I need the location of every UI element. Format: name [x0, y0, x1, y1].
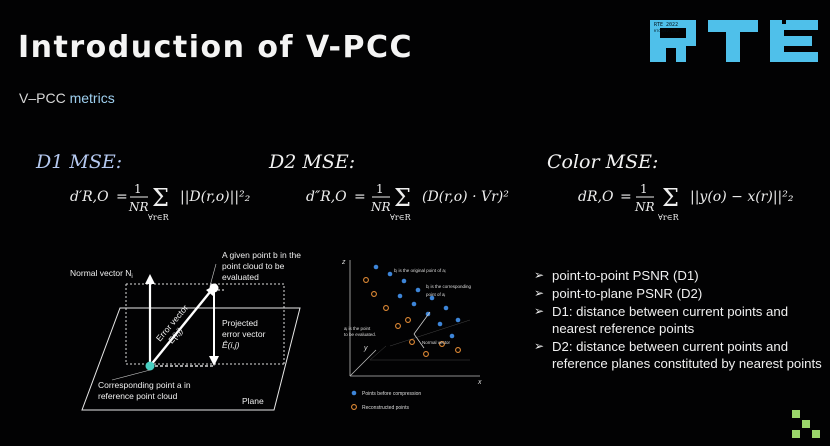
d1-formula: d′R,O = 1 NR Σ ∀r∈R ||D(r,o)||²₂	[70, 182, 251, 222]
legend-before-label: Points before compression	[362, 391, 421, 397]
bullet-item: ➢ D2: distance between current points and…	[534, 339, 822, 371]
d1-lhs: d′R,O	[70, 189, 109, 205]
d2-expr: (D(r,o) · Vr)²	[422, 189, 509, 205]
ann-point-1: aⱼ is the point	[344, 326, 371, 331]
plane-outline	[81, 307, 301, 411]
svg-text:=: =	[620, 189, 632, 205]
bullet-arrow-icon: ➢	[534, 268, 545, 282]
legend-recon-marker	[351, 404, 357, 410]
rte-logo-letters	[650, 20, 818, 62]
axis-x-label: x	[477, 379, 482, 386]
svg-text:=: =	[116, 189, 128, 205]
slide-title: Introduction of V-PCC	[18, 30, 414, 65]
legend-recon-label: Reconstructed points	[362, 405, 409, 411]
point-cloud-diagram: z y x	[341, 259, 482, 411]
evaluated-point-b	[209, 283, 219, 293]
logo-badge-sub: RTC.DEV.LIVE	[654, 29, 679, 33]
ann-normal: Normal vector	[422, 340, 451, 345]
y-axis	[349, 349, 377, 377]
color-frac-num: 1	[640, 182, 648, 196]
d1-expr: ||D(r,o)||²₂	[180, 189, 251, 205]
projected-label-3: Ê(i,j)	[222, 340, 240, 350]
point-to-plane-diagram: Normal vector Ni A given point b in the …	[70, 250, 301, 411]
normal-vector-label: Normal vector Ni	[70, 268, 133, 280]
bullet-arrow-icon: ➢	[534, 286, 545, 300]
color-sum-sub: ∀r∈R	[658, 213, 680, 222]
d2-frac-num: 1	[376, 182, 384, 196]
legend-before-marker	[351, 390, 357, 396]
d2-formula: d″R,O = 1 NR Σ ∀r∈R (D(r,o) · Vr)²	[306, 182, 509, 222]
d1-frac-num: 1	[134, 182, 142, 196]
ann-point-2: to be evaluated.	[344, 332, 376, 337]
projected-label-1: Projected	[222, 318, 258, 328]
d2-sum-sub: ∀r∈R	[390, 213, 412, 222]
d1-mse-label: D1 MSE:	[36, 151, 123, 173]
d2-lhs: d″R,O	[306, 189, 347, 205]
plane-label: Plane	[242, 396, 264, 406]
logo-letter-r	[650, 20, 696, 62]
metrics-bullet-list: ➢ point-to-point PSNR (D1) ➢ point-to-plan…	[532, 267, 822, 373]
d2-mse-label: D2 MSE:	[269, 151, 356, 173]
rte-logo: RTE 2022 RTC.DEV.LIVE	[650, 20, 818, 62]
color-formula: dR,O = 1 NR Σ ∀r∈R ||y(o) − x(r)||²₂	[578, 182, 794, 222]
corresponding-label-1: Corresponding point a in	[98, 380, 191, 390]
bullet-item: ➢ point-to-plane PSNR (D2)	[534, 286, 703, 301]
color-expr: ||y(o) − x(r)||²₂	[690, 189, 794, 205]
corner-pixel-mark	[792, 410, 820, 438]
given-point-label-2: point cloud to be	[222, 261, 285, 271]
ann-corresponding-2: point of aⱼ	[426, 292, 446, 297]
subtitle-prefix: V–PCC	[19, 90, 70, 106]
corresponding-label-2: reference point cloud	[98, 391, 178, 401]
reconstructed-points	[363, 277, 461, 357]
bullet-arrow-icon: ➢	[534, 339, 545, 353]
logo-letter-t	[708, 20, 758, 62]
given-point-label-1: A given point b in the	[222, 250, 301, 260]
ann-corresponding-1: bⱼ is the corresponding	[426, 284, 472, 289]
d2-frac-den: NR	[370, 200, 391, 214]
svg-text:Σ: Σ	[152, 184, 169, 212]
normal-vector-arrowhead	[145, 274, 155, 284]
svg-text:Σ: Σ	[662, 184, 679, 212]
logo-letter-e	[770, 20, 818, 62]
color-lhs: dR,O	[578, 189, 614, 205]
error-vector-line	[149, 291, 211, 367]
slide-subtitle: V–PCC metrics	[19, 90, 115, 106]
d1-sum-sub: ∀r∈R	[148, 213, 170, 222]
svg-text:=: =	[354, 189, 366, 205]
reference-point-a	[145, 361, 155, 371]
svg-text:Σ: Σ	[394, 184, 411, 212]
d1-frac-den: NR	[128, 200, 149, 214]
bullet-item: ➢ D1: distance between current points and…	[534, 304, 789, 336]
bullet-item: ➢ point-to-point PSNR (D1)	[534, 268, 699, 283]
axis-z-label: z	[341, 259, 346, 266]
dashed-box	[126, 283, 285, 364]
logo-badge: RTE 2022	[654, 22, 678, 28]
projected-label-2: error vector	[222, 329, 266, 339]
subtitle-highlight: metrics	[69, 90, 115, 106]
bullet-arrow-icon: ➢	[534, 304, 545, 318]
color-frac-den: NR	[634, 200, 655, 214]
axis-y-label: y	[363, 345, 368, 352]
color-mse-label: Color MSE:	[547, 151, 659, 173]
given-point-label-3: evaluated	[222, 272, 259, 282]
ann-original: bⱼ is the original point of aⱼ	[394, 268, 446, 273]
